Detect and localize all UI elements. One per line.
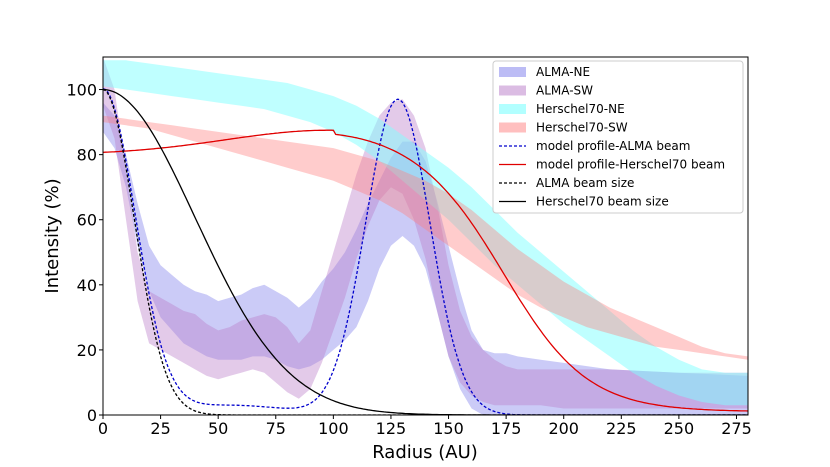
x-tick-label: 250 bbox=[664, 419, 695, 438]
band-herschel70-sw bbox=[103, 115, 748, 360]
axis-ticks: 0 25 50 75 100 125 150 175 200 225 250 275 0 20 40 60 80… bbox=[66, 81, 751, 438]
x-tick-label: 150 bbox=[433, 419, 464, 438]
x-tick-label: 225 bbox=[606, 419, 637, 438]
y-tick-label: 0 bbox=[87, 406, 97, 425]
legend-label-herschel70-sw: Herschel70-SW bbox=[536, 121, 628, 135]
line-alma-beam-size bbox=[103, 88, 748, 415]
y-tick-label: 20 bbox=[77, 341, 97, 360]
x-tick-label: 50 bbox=[208, 419, 228, 438]
y-tick-label: 100 bbox=[66, 81, 97, 100]
x-tick-label: 0 bbox=[98, 419, 108, 438]
plot-frame bbox=[102, 56, 749, 416]
legend-label-herschel70-beam-size: Herschel70 beam size bbox=[536, 195, 669, 209]
band-alma-sw bbox=[103, 57, 748, 409]
line-herschel70-beam-size bbox=[103, 88, 748, 415]
y-axis-label: Intensity (%) bbox=[42, 178, 63, 293]
plot-area bbox=[103, 57, 748, 415]
x-tick-label: 275 bbox=[721, 419, 752, 438]
legend-label-herschel70-ne: Herschel70-NE bbox=[536, 102, 625, 116]
y-tick-label: 80 bbox=[77, 146, 97, 165]
legend-frame bbox=[492, 60, 744, 214]
legend-label-alma-beam-size: ALMA beam size bbox=[536, 176, 634, 190]
line-model-profile-herschel70-beam bbox=[103, 129, 748, 412]
x-axis-label: Radius (AU) bbox=[372, 442, 478, 463]
x-tick-label: 25 bbox=[150, 419, 170, 438]
legend-swatch-alma-ne bbox=[499, 67, 526, 77]
x-tick-label: 200 bbox=[548, 419, 579, 438]
y-tick-label: 60 bbox=[77, 211, 97, 230]
band-alma-ne bbox=[103, 102, 748, 415]
x-tick-label: 125 bbox=[376, 419, 407, 438]
legend-swatch-herschel70-ne bbox=[499, 104, 526, 114]
legend-label-alma-sw: ALMA-SW bbox=[536, 84, 593, 98]
x-tick-label: 175 bbox=[491, 419, 522, 438]
legend-label-model-profile-alma-beam: model profile-ALMA beam bbox=[536, 139, 690, 153]
legend-swatch-alma-sw bbox=[499, 85, 526, 96]
legend-swatch-herschel70-sw bbox=[499, 122, 526, 133]
legend: ALMA-NE ALMA-SW Herschel70-NE Herschel70-SW… bbox=[492, 60, 744, 214]
x-tick-label: 100 bbox=[318, 419, 349, 438]
band-herschel70-ne bbox=[103, 60, 748, 406]
legend-label-alma-ne: ALMA-NE bbox=[536, 65, 590, 79]
legend-label-model-profile-herschel70-beam: model profile-Herschel70 beam bbox=[536, 158, 725, 172]
x-tick-label: 75 bbox=[266, 419, 286, 438]
y-tick-label: 40 bbox=[77, 276, 97, 295]
